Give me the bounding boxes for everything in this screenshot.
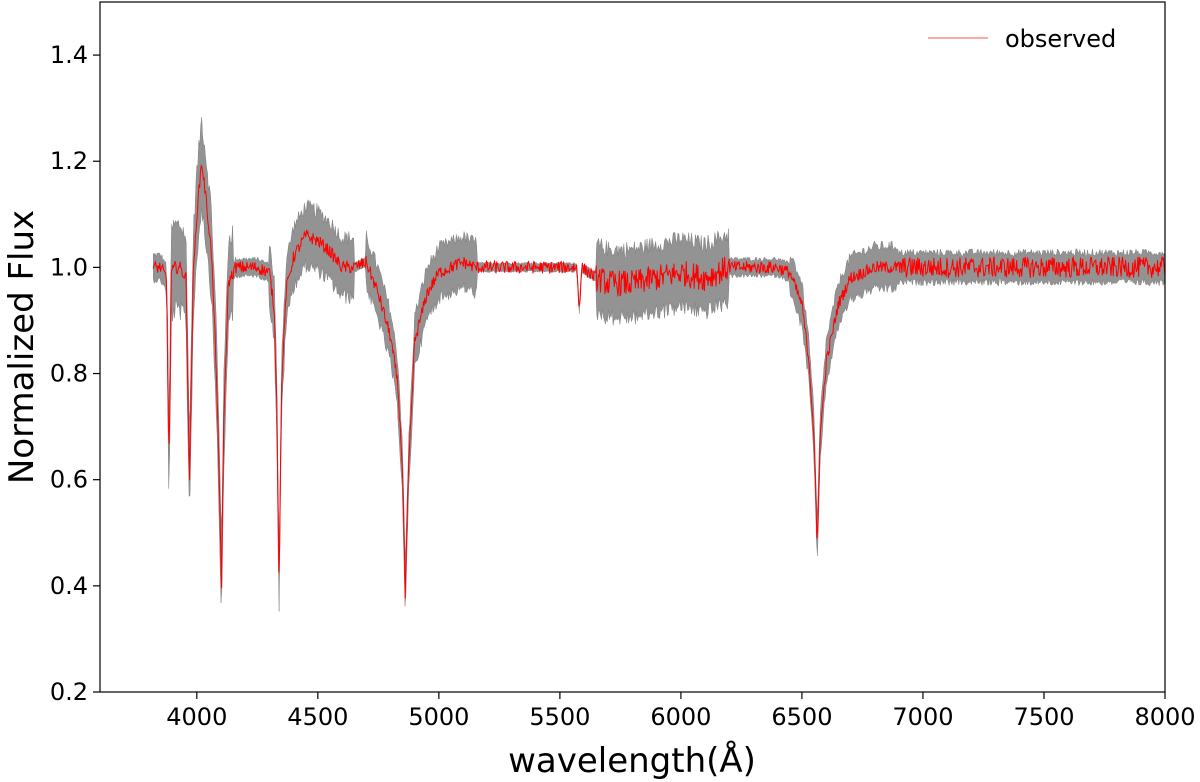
series-observed [152, 164, 1166, 599]
y-tick-label: 1.2 [50, 147, 88, 175]
model-band [153, 117, 1166, 612]
y-tick-label: 0.2 [50, 678, 88, 706]
x-axis: 4000 4500 5000 5500 6000 6500 7000 7500 8000 [166, 692, 1196, 731]
legend-label-observed: observed [1005, 25, 1116, 53]
legend: observed [928, 25, 1116, 53]
x-tick-label: 7000 [892, 703, 953, 731]
series-observed-line [152, 164, 1166, 599]
y-axis: 0.2 0.4 0.6 0.8 1.0 1.2 1.4 [50, 41, 100, 706]
y-tick-label: 1.0 [50, 253, 88, 281]
model-band-area [153, 117, 1166, 612]
y-axis-label: Normalized Flux [2, 210, 42, 484]
x-tick-label: 5000 [408, 703, 469, 731]
x-axis-label: wavelength(Å) [508, 740, 756, 781]
x-tick-label: 7500 [1013, 703, 1074, 731]
x-tick-label: 6000 [650, 703, 711, 731]
plot-frame [99, 1, 1166, 693]
y-tick-label: 0.8 [50, 360, 88, 388]
x-tick-label: 6500 [771, 703, 832, 731]
y-tick-label: 0.4 [50, 572, 88, 600]
x-tick-label: 8000 [1134, 703, 1195, 731]
y-tick-label: 0.6 [50, 466, 88, 494]
y-tick-label: 1.4 [50, 41, 88, 69]
x-tick-label: 5500 [529, 703, 590, 731]
x-tick-label: 4500 [287, 703, 348, 731]
x-tick-label: 4000 [166, 703, 227, 731]
